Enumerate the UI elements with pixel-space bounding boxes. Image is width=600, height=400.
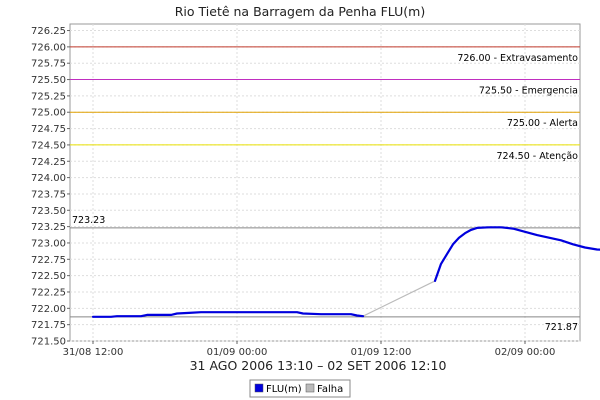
legend-swatch-falha <box>305 383 315 393</box>
threshold-label: 724.50 - Atenção <box>497 151 579 162</box>
chart-title: Rio Tietê na Barragem da Penha FLU(m) <box>175 4 425 19</box>
y-axis: 721.50 721.75 722.00 722.25 722.50 722.75 723.… <box>31 26 70 348</box>
y-tick-label: 724.50 <box>31 140 66 151</box>
legend: FLU(m) Falha <box>249 379 351 398</box>
y-tick-label: 722.25 <box>31 287 66 298</box>
y-tick-label: 723.25 <box>31 222 66 233</box>
reference-label-max: 723.23 <box>72 215 105 226</box>
y-tick-label: 722.75 <box>31 255 66 266</box>
y-tick-label: 721.75 <box>31 320 66 331</box>
threshold-label: 725.00 - Alerta <box>507 118 578 129</box>
y-tick-label: 725.75 <box>31 59 66 70</box>
y-tick-label: 724.75 <box>31 124 66 135</box>
y-tick-label: 725.00 <box>31 108 66 119</box>
y-tick-label: 723.00 <box>31 238 66 249</box>
x-tick-label: 31/08 12:00 <box>63 347 124 358</box>
reference-lines: 726.00 - Extravasamento 725.50 - Emergenc… <box>70 46 580 333</box>
threshold-label: 726.00 - Extravasamento <box>457 53 578 64</box>
y-tick-label: 722.50 <box>31 271 66 282</box>
y-tick-label: 722.00 <box>31 304 66 315</box>
series-line-flu-0 <box>91 311 365 318</box>
legend-label-falha: Falha <box>317 384 343 395</box>
y-tick-label: 723.75 <box>31 189 66 200</box>
y-tick-label: 723.50 <box>31 206 66 217</box>
x-axis: 31/08 12:00 01/09 00:00 01/09 12:00 02/09 0… <box>63 341 556 358</box>
y-tick-label: 726.25 <box>31 26 66 37</box>
series-line-flu-1 <box>433 226 600 282</box>
legend-box <box>249 379 351 398</box>
series-line-falha <box>362 280 436 317</box>
x-tick-label: 01/09 00:00 <box>207 347 268 358</box>
y-tick-label: 725.50 <box>31 75 66 86</box>
x-tick-label: 02/09 00:00 <box>495 347 556 358</box>
reference-label-min: 721.87 <box>545 322 578 333</box>
threshold-label: 725.50 - Emergencia <box>479 86 578 97</box>
y-tick-label: 721.50 <box>31 337 66 348</box>
series <box>91 226 600 318</box>
y-tick-label: 724.00 <box>31 173 66 184</box>
date-range-label: 31 AGO 2006 13:10 – 02 SET 2006 12:10 <box>190 358 447 373</box>
legend-label-flu: FLU(m) <box>266 384 302 395</box>
y-tick-label: 724.25 <box>31 157 66 168</box>
y-tick-label: 725.25 <box>31 91 66 102</box>
x-tick-label: 01/09 12:00 <box>351 347 412 358</box>
y-tick-label: 726.00 <box>31 42 66 53</box>
plot-area <box>69 23 581 342</box>
legend-swatch-flu <box>254 383 264 393</box>
